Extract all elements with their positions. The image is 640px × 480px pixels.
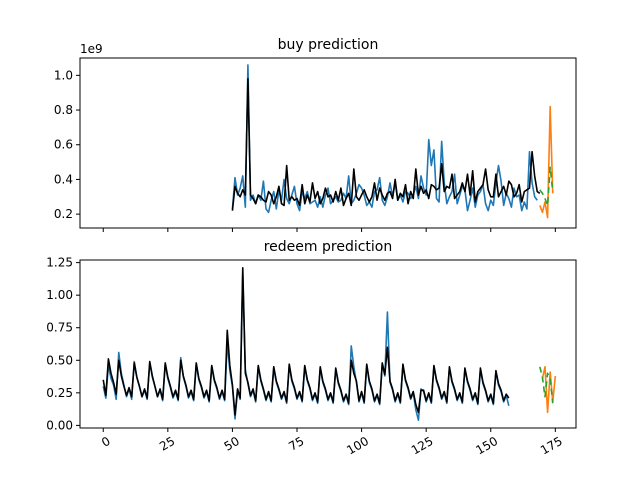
buy-prediction-subplot: buy prediction 1e9 0.2 0.4 0.6 0.8 1.0: [54, 37, 577, 232]
redeem-ytick-label: 1.00: [46, 288, 73, 302]
buy-ytick-label: 0.8: [54, 103, 73, 117]
buy-ytick-label: 1.0: [54, 68, 73, 82]
redeem-xtick-label: 75: [286, 434, 306, 454]
redeem-ytick-label: 0.00: [46, 418, 73, 432]
redeem-y-ticks: 0.00 0.25 0.50 0.75 1.00 1.25: [46, 256, 80, 432]
buy-ytick-label: 0.6: [54, 138, 73, 152]
redeem-ytick-label: 0.25: [46, 386, 73, 400]
buy-series-line-3: [539, 166, 554, 207]
buy-series-line-1: [231, 78, 541, 211]
buy-series-line-2: [539, 105, 554, 219]
buy-series: [231, 64, 554, 219]
buy-x-ticks: [102, 228, 556, 232]
redeem-ytick-label: 0.50: [46, 353, 73, 367]
redeem-series: [102, 267, 557, 421]
redeem-ytick-label: 0.75: [46, 321, 73, 335]
buy-y-ticks: 0.2 0.4 0.6 0.8 1.0: [54, 68, 80, 221]
redeem-chart-title: redeem prediction: [264, 239, 393, 255]
redeem-series-line-2: [541, 365, 557, 414]
redeem-series-line-3: [539, 366, 554, 404]
buy-ytick-label: 0.2: [54, 207, 73, 221]
buy-offset-text: 1e9: [80, 42, 103, 56]
buy-series-line-0: [231, 64, 538, 214]
redeem-xtick-label: 25: [157, 434, 177, 454]
buy-ytick-label: 0.4: [54, 172, 73, 186]
redeem-ytick-label: 1.25: [46, 256, 73, 270]
redeem-series-line-1: [102, 267, 510, 416]
redeem-plot-area: [79, 259, 577, 429]
buy-plot-area: [79, 57, 577, 229]
redeem-xtick-label: 50: [222, 434, 242, 454]
buy-chart-title: buy prediction: [278, 37, 379, 53]
